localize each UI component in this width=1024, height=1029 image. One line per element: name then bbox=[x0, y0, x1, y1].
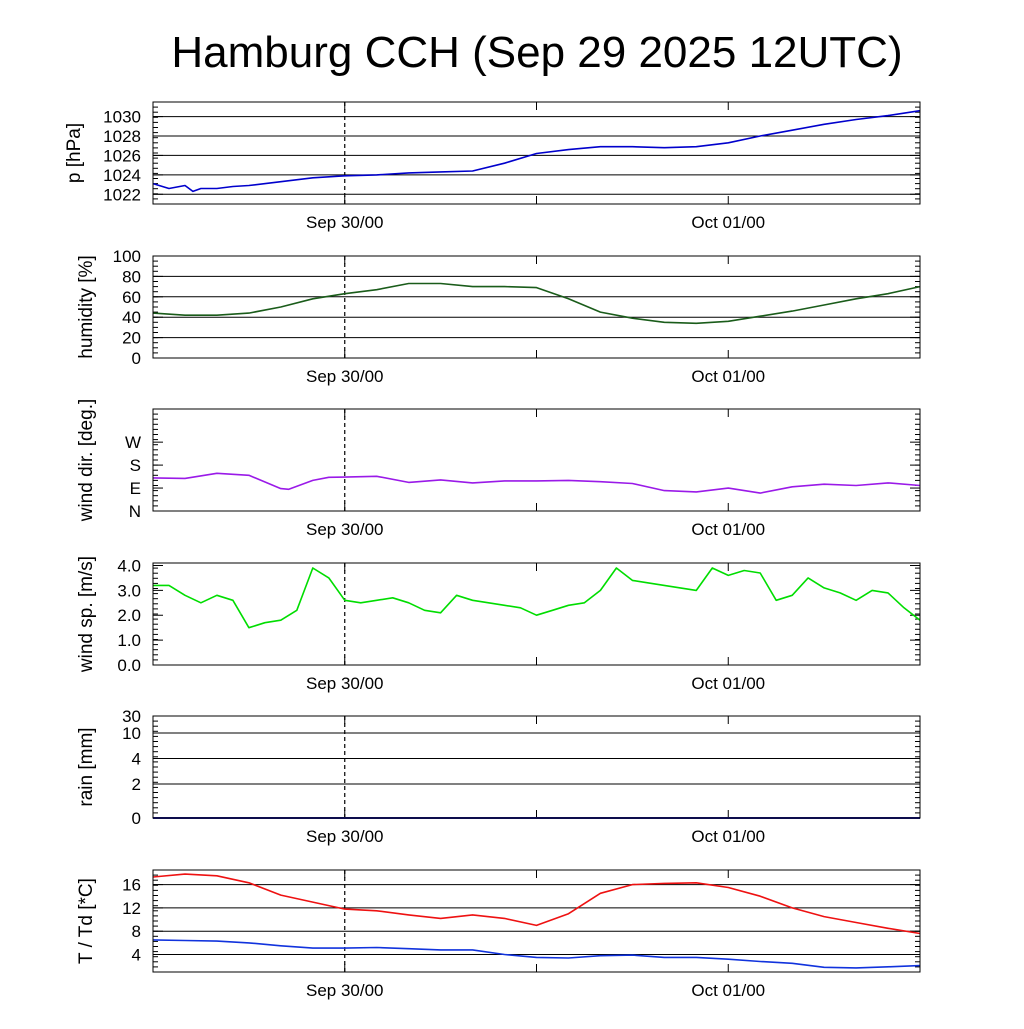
pressure-ytick-label: 1024 bbox=[103, 166, 141, 185]
humidity-ytick-label: 60 bbox=[122, 288, 141, 307]
humidity-ytick-label: 20 bbox=[122, 329, 141, 348]
rain-ytick-label: 10 bbox=[122, 724, 141, 743]
wind-direction-plot-frame bbox=[152, 408, 921, 512]
wind-direction-ytick-label: W bbox=[125, 433, 141, 452]
wind-speed-ytick-label: 2.0 bbox=[117, 606, 141, 625]
humidity-ytick-label: 40 bbox=[122, 308, 141, 327]
wind-speed-ytick-label: 3.0 bbox=[117, 581, 141, 600]
rain-ytick-label: 4 bbox=[132, 750, 141, 769]
pressure-ytick-label: 1026 bbox=[103, 146, 141, 165]
temperature-ylabel: T / Td [*C] bbox=[76, 878, 97, 964]
wind-direction-ytick-label: E bbox=[130, 479, 141, 498]
temperature-ytick-label: 16 bbox=[122, 876, 141, 895]
temperature-xtick-label: Oct 01/00 bbox=[691, 981, 765, 1000]
humidity-xtick-label: Sep 30/00 bbox=[306, 367, 384, 386]
temperature-ytick-label: 4 bbox=[132, 946, 141, 965]
humidity-series-line-0 bbox=[152, 282, 921, 325]
pressure-ytick-label: 1030 bbox=[103, 108, 141, 127]
wind-speed-ylabel: wind sp. [m/s] bbox=[76, 556, 97, 673]
pressure-xtick-label: Sep 30/00 bbox=[306, 213, 384, 232]
temperature-panel: 4 8 12 16 Sep 30/00 Oct 01/00 T / Td [*C] bbox=[76, 869, 921, 1000]
temperature-xtick-label: Sep 30/00 bbox=[306, 981, 384, 1000]
chart-title: Hamburg CCH (Sep 29 2025 12UTC) bbox=[171, 28, 902, 77]
rain-xtick-label: Sep 30/00 bbox=[306, 827, 384, 846]
rain-xtick-label: Oct 01/00 bbox=[691, 827, 765, 846]
temperature-series-line-1 bbox=[152, 939, 921, 969]
pressure-ytick-label: 1028 bbox=[103, 127, 141, 146]
wind-speed-xtick-label: Oct 01/00 bbox=[691, 674, 765, 693]
wind-direction-ytick-label: S bbox=[130, 456, 141, 475]
pressure-ytick-label: 1022 bbox=[103, 185, 141, 204]
rain-ylabel: rain [mm] bbox=[76, 727, 97, 806]
humidity-ytick-label: 0 bbox=[132, 349, 141, 368]
wind-speed-ytick-label: 0.0 bbox=[117, 656, 141, 675]
temperature-ytick-label: 8 bbox=[132, 922, 141, 941]
pressure-series-line-0 bbox=[152, 109, 921, 193]
humidity-ytick-label: 80 bbox=[122, 267, 141, 286]
rain-plot-frame bbox=[152, 715, 921, 819]
humidity-xtick-label: Oct 01/00 bbox=[691, 367, 765, 386]
pressure-plot-frame bbox=[152, 101, 921, 205]
wind-direction-series-line-0 bbox=[152, 472, 921, 494]
temperature-ytick-label: 12 bbox=[122, 899, 141, 918]
pressure-xtick-label: Oct 01/00 bbox=[691, 213, 765, 232]
humidity-ylabel: humidity [%] bbox=[76, 255, 97, 358]
humidity-plot-frame bbox=[152, 255, 921, 359]
rain-ytick-label: 30 bbox=[122, 707, 141, 726]
wind-speed-ytick-label: 4.0 bbox=[117, 556, 141, 575]
wind-speed-series-line-0 bbox=[153, 567, 921, 629]
wind-speed-xtick-label: Sep 30/00 bbox=[306, 674, 384, 693]
humidity-ytick-label: 100 bbox=[113, 247, 141, 266]
temperature-series-line-0 bbox=[152, 873, 921, 935]
rain-ytick-label: 2 bbox=[132, 775, 141, 794]
pressure-ylabel: p [hPa] bbox=[64, 123, 85, 183]
wind-direction-xtick-label: Oct 01/00 bbox=[691, 520, 765, 539]
rain-ytick-label: 0 bbox=[132, 809, 141, 828]
wind-direction-ytick-label: N bbox=[129, 502, 141, 521]
wind-speed-plot-frame bbox=[152, 562, 921, 666]
temperature-plot-frame bbox=[152, 869, 921, 973]
wind-direction-xtick-label: Sep 30/00 bbox=[306, 520, 384, 539]
wind-speed-panel: 0.0 1.0 2.0 3.0 4.0 Sep 30/00 Oct 01/00 wind sp… bbox=[76, 556, 921, 693]
wind-direction-ylabel: wind dir. [deg.] bbox=[76, 399, 97, 523]
wind-speed-ytick-label: 1.0 bbox=[117, 631, 141, 650]
rain-panel: 0 2 4 1030 Sep 30/00 Oct 01/00 rain [mm] bbox=[76, 707, 921, 846]
